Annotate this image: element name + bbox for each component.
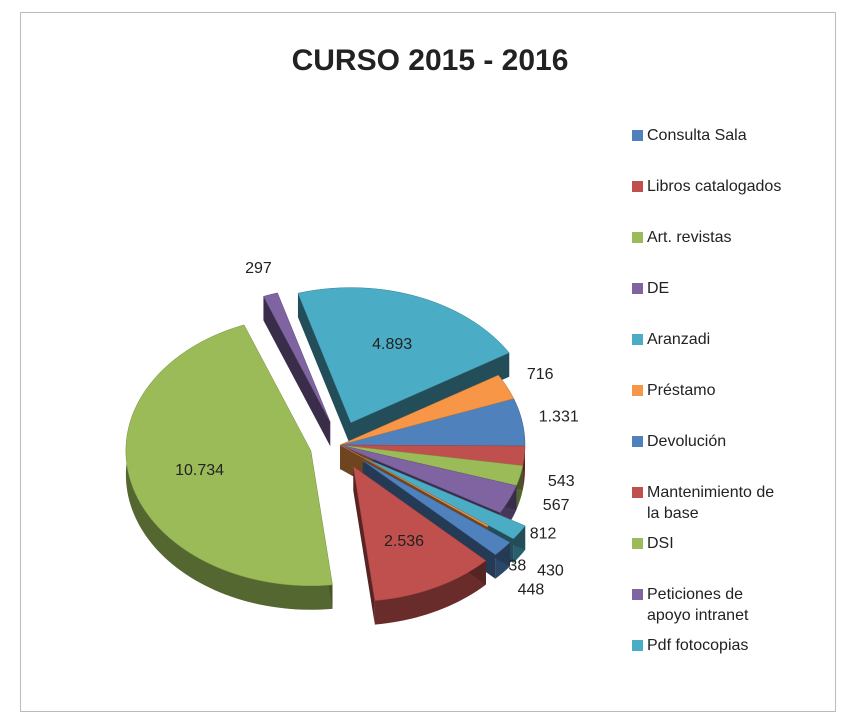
data-label: 430 (537, 563, 564, 580)
legend-label: Art. revistas (647, 229, 732, 246)
data-label: 38 (508, 558, 526, 575)
data-label: 297 (245, 260, 272, 277)
legend-swatch (632, 640, 643, 651)
chart-frame (20, 12, 836, 712)
chart-title: CURSO 2015 - 2016 (292, 44, 569, 77)
pie-slice (362, 460, 511, 556)
legend-swatch (632, 589, 643, 600)
legend-swatch (632, 130, 643, 141)
pie-slice (339, 444, 524, 486)
data-label: 4.893 (372, 336, 412, 353)
pie-slice (339, 374, 515, 446)
legend-label: Consulta Sala (647, 127, 747, 144)
legend-item: Préstamo (632, 380, 782, 431)
legend-swatch (632, 538, 643, 549)
data-label: 812 (530, 526, 557, 543)
legend-label: Libros catalogados (647, 178, 782, 195)
legend-swatch (632, 232, 643, 243)
legend-label: Pdf fotocopias (647, 637, 749, 654)
pie-slice (364, 457, 526, 540)
legend-item: DSI (632, 533, 782, 584)
legend-item: Art. revistas (632, 227, 782, 278)
legend-item: Devolución (632, 431, 782, 482)
data-label: 2.536 (384, 533, 424, 550)
legend-item: Mantenimiento de la base (632, 482, 782, 533)
legend-label: DSI (647, 535, 674, 552)
legend-label: Aranzadi (647, 331, 711, 348)
legend-swatch (632, 181, 643, 192)
data-label: 10.734 (175, 462, 224, 479)
pie-slice (125, 324, 333, 587)
pie-tops (125, 287, 526, 601)
legend-swatch (632, 334, 643, 345)
legend-label: Préstamo (647, 382, 716, 399)
legend-swatch (632, 283, 643, 294)
pie-slice (339, 398, 526, 447)
legend-item: Libros catalogados (632, 176, 782, 227)
slice-wall (362, 460, 510, 579)
data-label: 448 (518, 582, 545, 599)
legend-label: DE (647, 280, 670, 297)
legend-item: Aranzadi (632, 329, 782, 380)
data-label: 1.331 (539, 409, 579, 426)
slice-side (374, 560, 486, 625)
pie-slice (352, 465, 487, 601)
slice-wall (297, 293, 510, 447)
slice-wall (263, 292, 331, 447)
legend-swatch (632, 436, 643, 447)
pie-slice (339, 444, 517, 513)
pie-slice (263, 292, 331, 423)
data-label: 543 (548, 473, 575, 490)
data-label: 716 (527, 366, 554, 383)
legend-label: Devolución (647, 433, 727, 450)
pie-slice (339, 444, 489, 528)
legend-item: Consulta Sala (632, 125, 782, 176)
legend-label: Peticiones de apoyo intranet (647, 586, 749, 624)
legend-label: Mantenimiento de la base (647, 484, 775, 522)
legend-swatch (632, 385, 643, 396)
data-label: 567 (543, 497, 570, 514)
legend-item: Peticiones de apoyo intranet (632, 584, 782, 635)
legend-swatch (632, 487, 643, 498)
legend-item: DE (632, 278, 782, 329)
pie-slice (297, 287, 510, 423)
legend: Consulta Sala Libros catalogados Art. revi… (632, 125, 782, 686)
legend-item: Pdf fotocopias (632, 635, 782, 686)
